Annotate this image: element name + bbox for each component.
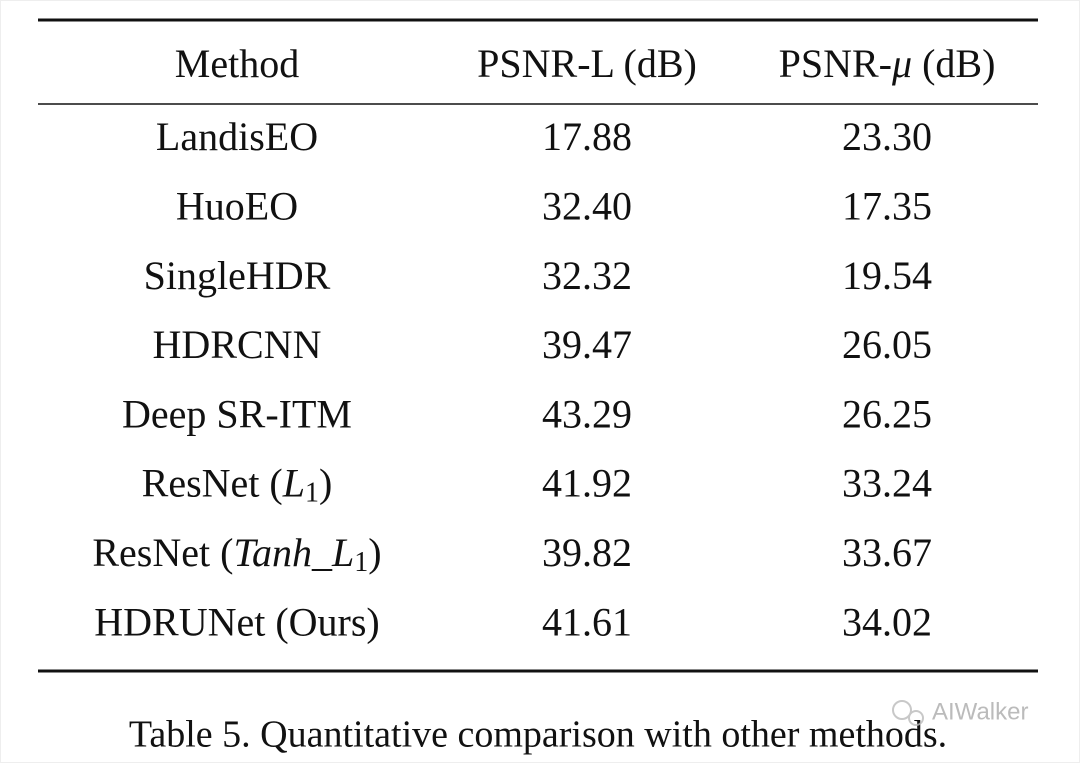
- watermark-icon: [892, 700, 924, 726]
- text-segment: PSNR-: [779, 41, 892, 86]
- header-cell: PSNR-L (dB): [477, 41, 697, 86]
- table-cell: 17.35: [842, 183, 932, 228]
- table-cell: 41.92: [542, 461, 632, 506]
- table-cell: 33.24: [842, 461, 932, 506]
- table-cell: ResNet (Tanh_L1): [92, 530, 381, 578]
- table-cell: 39.82: [542, 530, 632, 575]
- text-segment: (dB): [912, 41, 995, 86]
- text-segment: ): [368, 530, 381, 575]
- table-cell: 43.29: [542, 391, 632, 436]
- header-cell: Method: [175, 41, 299, 86]
- text-segment: L: [331, 530, 354, 575]
- table-cell: 33.67: [842, 530, 932, 575]
- table-cell: SingleHDR: [144, 253, 331, 298]
- header-cell: PSNR-μ (dB): [779, 41, 996, 86]
- text-segment: ResNet (: [142, 461, 283, 506]
- table-cell: LandisEO: [156, 114, 318, 159]
- table-cell: HuoEO: [176, 183, 298, 228]
- table-cell: 41.61: [542, 599, 632, 644]
- watermark: AIWalker: [932, 698, 1028, 725]
- table-cell: 32.40: [542, 183, 632, 228]
- text-segment: 1: [305, 478, 319, 509]
- table-cell: 17.88: [542, 114, 632, 159]
- table-cell: 26.25: [842, 391, 932, 436]
- table-cell: 39.47: [542, 322, 632, 367]
- caption: Table 5. Quantitative comparison with ot…: [129, 714, 947, 756]
- table-cell: HDRCNN: [153, 322, 322, 367]
- text-segment: 1: [354, 547, 368, 578]
- text-segment: _: [311, 530, 333, 575]
- text-segment: μ: [891, 41, 912, 86]
- text-segment: ResNet (: [92, 530, 233, 575]
- table-cell: 23.30: [842, 114, 932, 159]
- table-cell: HDRUNet (Ours): [94, 599, 380, 644]
- text-segment: Tanh: [233, 530, 312, 575]
- table-cell: 19.54: [842, 253, 932, 298]
- table-cell: Deep SR-ITM: [122, 391, 352, 436]
- table-cell: 34.02: [842, 599, 932, 644]
- table-cell: ResNet (L1): [142, 461, 333, 509]
- table-cell: 26.05: [842, 322, 932, 367]
- text-segment: ): [319, 461, 332, 506]
- text-segment: L: [282, 461, 305, 506]
- table-cell: 32.32: [542, 253, 632, 298]
